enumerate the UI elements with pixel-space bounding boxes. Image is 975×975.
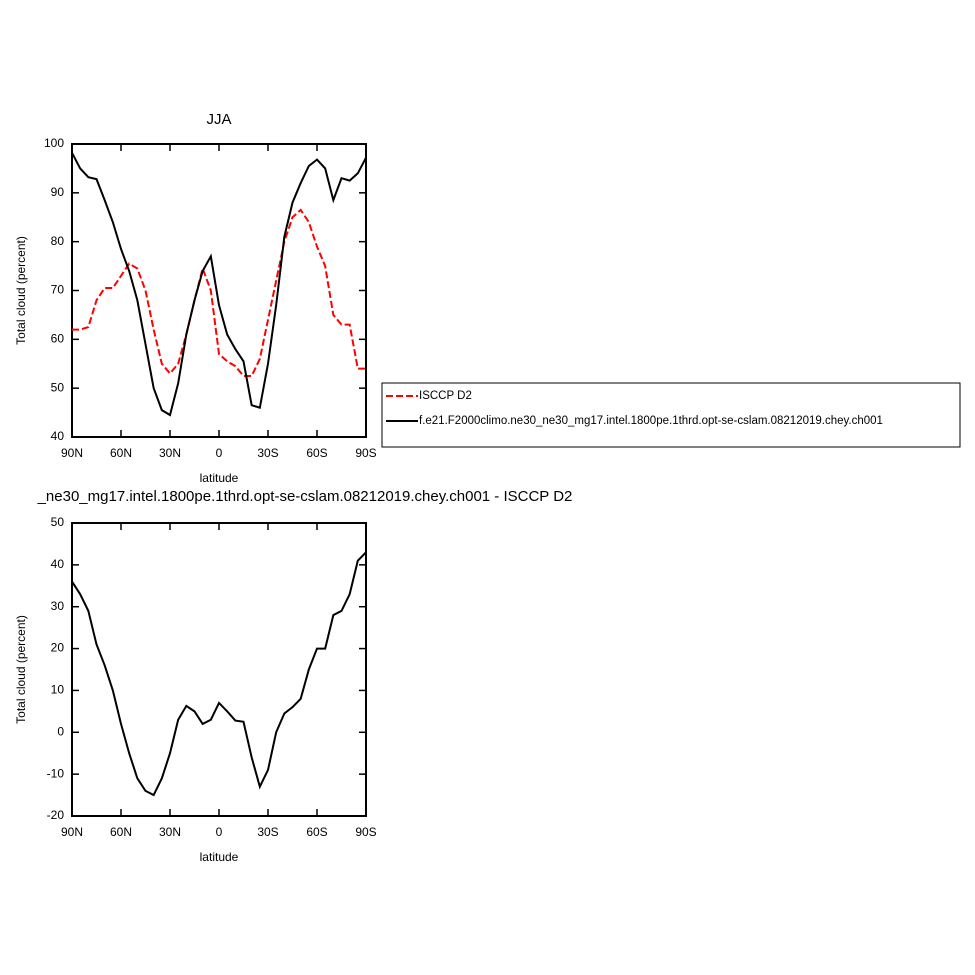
plot-frame — [71, 143, 367, 438]
y-axis-label: Total cloud (percent) — [14, 236, 28, 345]
x-tick-label: 30S — [257, 446, 278, 460]
x-tick-label: 30S — [257, 825, 278, 839]
y-tick-label: 80 — [51, 234, 65, 248]
y-tick-label: 30 — [51, 599, 65, 613]
y-tick-label: 100 — [44, 136, 64, 150]
x-tick-label: 0 — [216, 825, 223, 839]
x-tick-label: 60S — [306, 446, 327, 460]
x-tick-label: 60N — [110, 446, 132, 460]
x-axis-label: latitude — [200, 850, 239, 864]
x-tick-label: 90N — [61, 825, 83, 839]
x-tick-label: 90S — [355, 825, 376, 839]
chart-title: _ne30_mg17.intel.1800pe.1thrd.opt-se-csl… — [37, 488, 573, 505]
legend-label: ISCCP D2 — [419, 390, 472, 402]
data-line — [71, 152, 367, 417]
x-tick-label: 60N — [110, 825, 132, 839]
y-tick-label: 90 — [51, 185, 65, 199]
y-tick-label: 40 — [51, 557, 65, 571]
x-tick-label: 0 — [216, 446, 223, 460]
y-tick-label: 50 — [51, 515, 65, 529]
data-line — [72, 208, 366, 377]
y-tick-label: 40 — [51, 429, 65, 443]
x-tick-label: 60S — [306, 825, 327, 839]
y-tick-label: -10 — [47, 766, 65, 780]
x-tick-label: 30N — [159, 825, 181, 839]
chart-title: JJA — [206, 111, 231, 128]
data-line — [71, 551, 367, 797]
x-axis-label: latitude — [200, 471, 239, 485]
x-tick-label: 90S — [355, 446, 376, 460]
y-tick-label: 20 — [51, 641, 65, 655]
x-tick-label: 90N — [61, 446, 83, 460]
y-tick-label: 50 — [51, 380, 65, 394]
x-tick-label: 30N — [159, 446, 181, 460]
y-tick-label: 10 — [51, 683, 65, 697]
y-tick-label: 70 — [51, 283, 65, 297]
y-tick-label: 60 — [51, 332, 65, 346]
legend-label: f.e21.F2000climo.ne30_ne30_mg17.intel.18… — [419, 415, 883, 427]
plot-frame — [71, 522, 367, 817]
y-tick-label: 0 — [57, 724, 64, 738]
y-tick-label: -20 — [47, 808, 65, 822]
legend-box — [381, 382, 961, 448]
y-axis-label: Total cloud (percent) — [14, 615, 28, 724]
